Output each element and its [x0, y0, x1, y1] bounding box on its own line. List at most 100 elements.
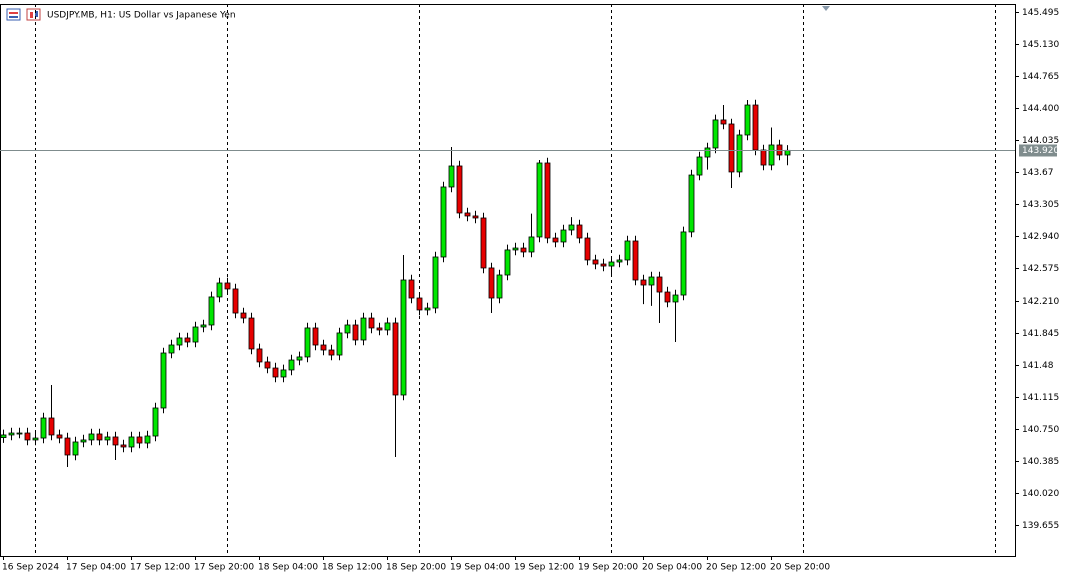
y-tick-label: 139.655 [1022, 521, 1059, 531]
y-tick-label: 141.845 [1022, 329, 1059, 339]
candle-body [480, 217, 487, 269]
candle-body [336, 332, 343, 356]
y-tick-label: 145.495 [1022, 8, 1059, 18]
candle-body [472, 215, 479, 219]
candle-body [296, 356, 303, 361]
candle-body [312, 327, 319, 346]
candle-body [256, 348, 263, 363]
icon [35, 11, 38, 17]
x-tick-label: 16 Sep 2024 [2, 563, 59, 573]
y-tick-label: 142.575 [1022, 264, 1059, 274]
candle-body [80, 439, 87, 443]
candle-body [648, 276, 655, 286]
y-tick-label: 143.305 [1022, 200, 1059, 210]
candle-body [528, 236, 535, 253]
x-tick-label: 18 Sep 12:00 [322, 563, 382, 573]
candle-body [216, 282, 223, 298]
candle-body [112, 436, 119, 446]
candle-body [208, 296, 215, 326]
candle-body [760, 149, 767, 166]
candle-body [288, 359, 295, 371]
candle-body [632, 240, 639, 281]
x-tick-label: 19 Sep 04:00 [450, 563, 510, 573]
x-tick-label: 18 Sep 04:00 [258, 563, 318, 573]
candle-body [152, 407, 159, 437]
candle-body [496, 274, 503, 299]
candle-body [64, 437, 71, 456]
icon [9, 16, 18, 18]
candle-body [160, 352, 167, 409]
candle-body [504, 249, 511, 276]
candle-body [280, 369, 287, 378]
candle-body [512, 247, 519, 251]
candle-body [32, 437, 39, 441]
current-price-label: 143.920 [1022, 146, 1059, 156]
y-tick-label: 142.940 [1022, 232, 1059, 242]
y-tick-label: 143.67 [1022, 168, 1054, 178]
candle-body [16, 432, 23, 435]
candle-body [456, 165, 463, 214]
x-tick-label: 17 Sep 12:00 [130, 563, 190, 573]
candle-body [584, 237, 591, 261]
candle-body [248, 317, 255, 350]
candle-body [464, 212, 471, 217]
y-tick-label: 141.48 [1022, 361, 1054, 371]
candle-body [48, 417, 55, 436]
y-tick-label: 144.035 [1022, 136, 1059, 146]
candles [0, 99, 791, 468]
x-tick-label: 20 Sep 04:00 [642, 563, 702, 573]
candle-body [560, 229, 567, 243]
candle-body [576, 224, 583, 239]
candle-body [440, 186, 447, 258]
candle-body [304, 327, 311, 358]
x-tick-label: 18 Sep 20:00 [386, 563, 446, 573]
candle-body [728, 123, 735, 173]
icon [30, 12, 33, 18]
x-tick-label: 19 Sep 12:00 [514, 563, 574, 573]
candle-body [352, 324, 359, 341]
candle-body [704, 147, 711, 158]
candle-body [552, 237, 559, 243]
candle-body [600, 263, 607, 267]
candle-body [784, 149, 791, 156]
separators [35, 4, 996, 556]
chart-title: USDJPY.MB, H1: US Dollar vs Japanese Yen [47, 11, 236, 21]
candle-body [384, 322, 391, 331]
candle-body [128, 436, 135, 448]
candle-body [568, 224, 575, 231]
candle-body [360, 317, 367, 341]
y-tick-label: 140.020 [1022, 489, 1059, 499]
current-price-box [1019, 144, 1057, 157]
candle-body [224, 282, 231, 290]
candle-body [120, 444, 127, 448]
candle-body [432, 256, 439, 309]
candle-body [0, 434, 7, 438]
candle-body [176, 337, 183, 346]
x-tick-label: 17 Sep 20:00 [194, 563, 254, 573]
candle-body [8, 432, 15, 436]
candle-body [368, 317, 375, 329]
axes: 145.495 145.130 144.765 144.400 144.035 143.6… [0, 8, 1059, 573]
candle-body [656, 276, 663, 293]
candle-body [264, 361, 271, 369]
x-tick-label: 19 Sep 20:00 [578, 563, 638, 573]
candle-body [272, 367, 279, 378]
y-tick-label: 142.210 [1022, 297, 1059, 307]
candle-body [192, 326, 199, 343]
candle-body [448, 165, 455, 188]
candle-body [232, 288, 239, 314]
candle-body [752, 104, 759, 151]
candle-body [96, 433, 103, 441]
candle-body [488, 267, 495, 299]
candle-body [768, 144, 775, 166]
y-tick-label: 144.765 [1022, 72, 1059, 82]
candle-body [672, 294, 679, 303]
x-tick-label: 20 Sep 20:00 [770, 563, 830, 573]
candle-body [680, 231, 687, 296]
candle-body [408, 279, 415, 299]
candle-body [240, 312, 247, 319]
candle-body [104, 436, 111, 441]
y-tick-label: 145.130 [1022, 40, 1059, 50]
candle-body [136, 436, 143, 444]
